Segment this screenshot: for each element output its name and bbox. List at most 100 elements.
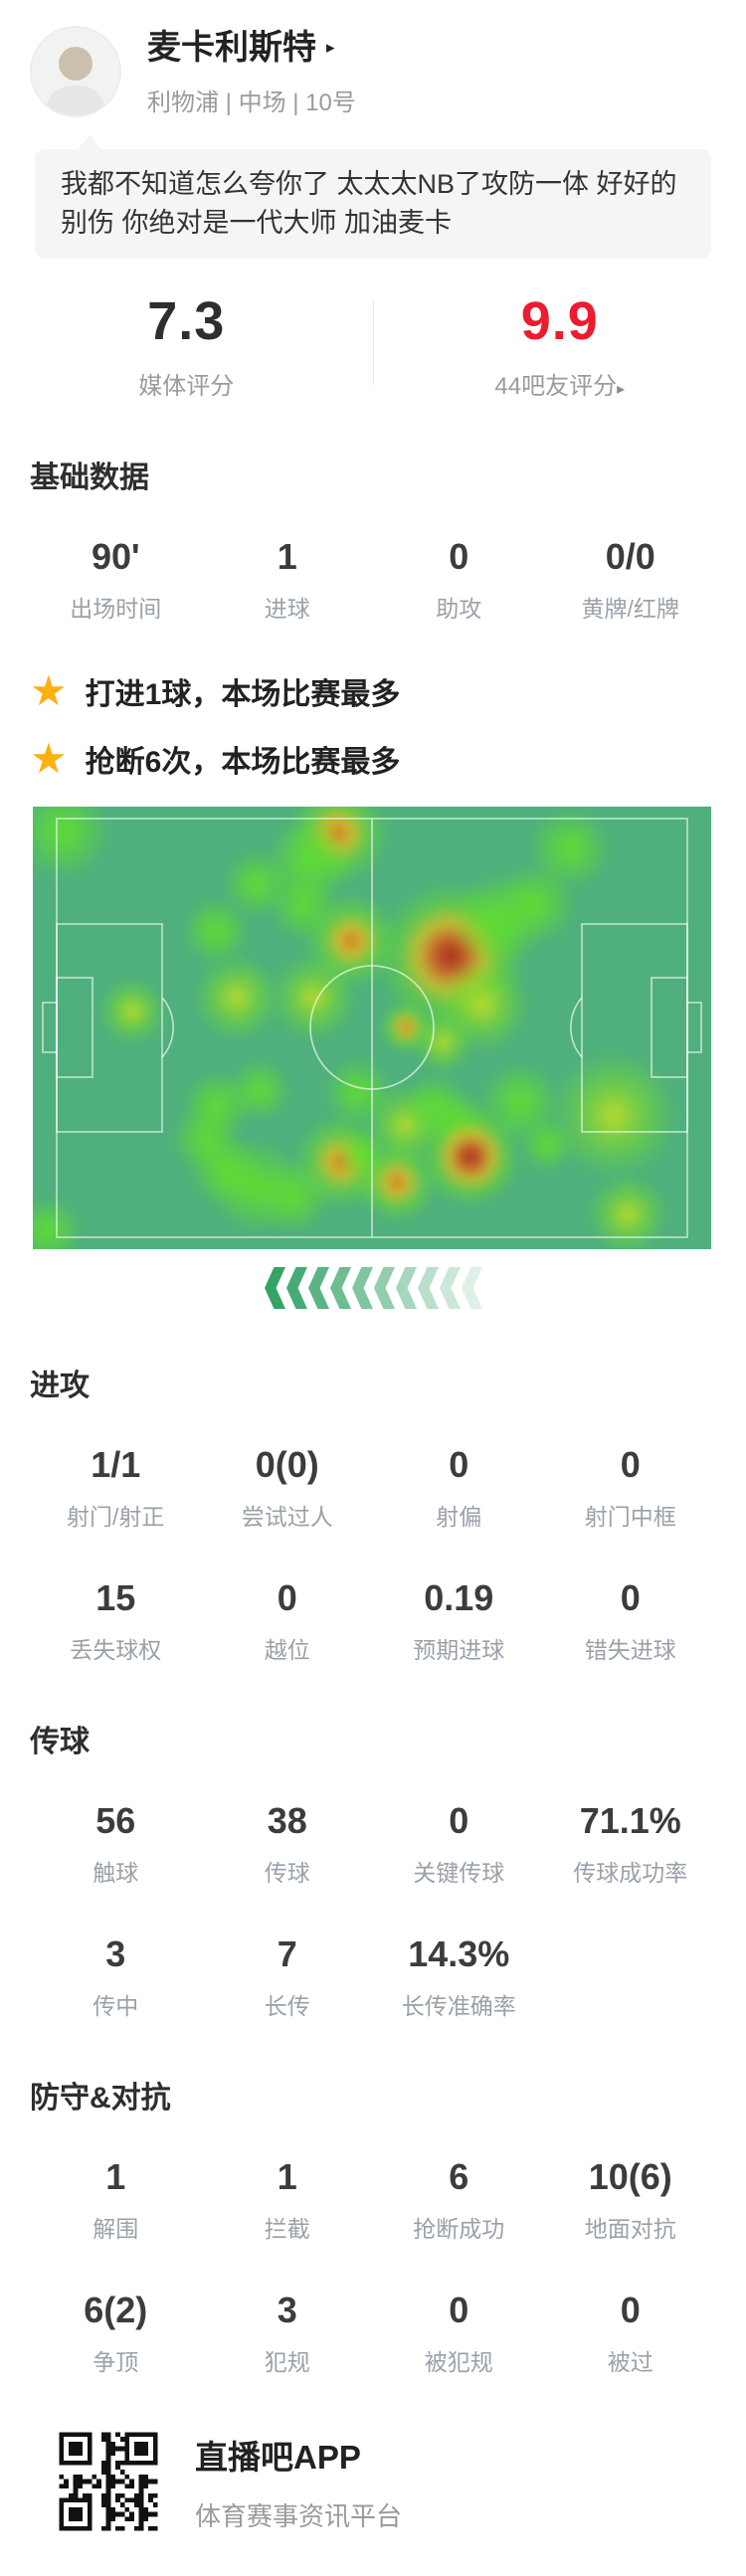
player-header: 麦卡利斯特 ▸ 利物浦 | 中场 | 10号 (0, 0, 746, 117)
qr-module (101, 2526, 106, 2531)
name-expand-arrow-icon[interactable]: ▸ (326, 38, 335, 58)
qr-module (106, 2461, 111, 2466)
stat-label: 解围 (30, 2210, 202, 2244)
qr-module (115, 2447, 120, 2452)
stat-cell: 90' 出场时间 (30, 536, 202, 624)
qr-module (101, 2498, 106, 2503)
stat-value: 90' (30, 536, 202, 578)
stat-value: 0 (545, 1577, 717, 1619)
qr-module (129, 2480, 134, 2484)
qr-module (106, 2432, 111, 2437)
qr-module (69, 2442, 83, 2456)
player-avatar (30, 26, 121, 117)
qr-module (125, 2484, 130, 2488)
section-basic-title: 基础数据 (30, 453, 716, 496)
qr-module (106, 2493, 111, 2498)
section-passing-title: 传球 (30, 1717, 716, 1760)
qr-module (143, 2480, 148, 2484)
qr-module (139, 2526, 144, 2531)
qr-module (106, 2526, 111, 2531)
qr-module (101, 2465, 106, 2470)
qr-module (106, 2516, 111, 2521)
player-name: 麦卡利斯特 (147, 28, 316, 69)
stat-label: 预期进球 (373, 1631, 545, 1665)
fans-rating-link[interactable]: 44吧友评分▸ (374, 366, 746, 401)
qr-module (120, 2512, 125, 2517)
stat-value: 6(2) (30, 2290, 202, 2331)
qr-module (106, 2451, 111, 2456)
stat-value: 0.19 (373, 1577, 545, 1619)
stat-label: 关键传球 (373, 1854, 545, 1888)
stat-label: 越位 (202, 1631, 374, 1665)
chevron-left-icon (396, 1267, 417, 1309)
stat-value: 0 (373, 1444, 545, 1486)
fans-rating-value: 9.9 (374, 290, 746, 352)
qr-module (129, 2498, 134, 2503)
highlight-row: ★ 打进1球，本场比赛最多 (30, 669, 716, 713)
qr-module (101, 2502, 106, 2507)
stat-cell: 71.1%传球成功率 (545, 1800, 717, 1888)
qr-module (120, 2502, 125, 2507)
qr-module (148, 2512, 153, 2517)
stat-label: 出场时间 (30, 590, 202, 624)
qr-module (153, 2526, 158, 2531)
chevron-left-icon (418, 1267, 439, 1309)
qr-module (139, 2507, 144, 2512)
player-name-row[interactable]: 麦卡利斯特 ▸ (147, 28, 356, 69)
stat-value: 56 (30, 1800, 202, 1842)
stat-cell: 0 错失进球 (545, 1577, 717, 1665)
stat-label: 长传准确率 (373, 1987, 545, 2021)
qr-module (153, 2512, 158, 2517)
qr-module (125, 2516, 130, 2521)
qr-module (110, 2484, 115, 2488)
stat-label: 黄牌/红牌 (545, 590, 717, 624)
qr-module (139, 2493, 144, 2498)
star-icon: ★ (30, 670, 68, 712)
qr-module (106, 2437, 111, 2442)
qr-module (88, 2493, 93, 2498)
qr-module (120, 2447, 125, 2452)
qr-module (148, 2493, 153, 2498)
qr-module (69, 2507, 83, 2521)
stat-value: 0 (545, 1444, 717, 1486)
qr-module (134, 2526, 139, 2531)
qr-module (59, 2475, 64, 2480)
qr-module (83, 2480, 88, 2484)
highlight-text: 打进1球，本场比赛最多 (86, 669, 401, 713)
stat-label: 错失进球 (545, 1631, 717, 1665)
qr-module (139, 2521, 144, 2526)
heat-blob-y (270, 954, 357, 1041)
section-attack-title: 进攻 (30, 1361, 716, 1404)
qr-module (110, 2475, 115, 2480)
stat-value: 0 (373, 536, 545, 578)
attack-direction-chevrons (0, 1267, 746, 1309)
qr-module (106, 2480, 111, 2484)
qr-module (148, 2526, 153, 2531)
qr-module (110, 2442, 115, 2447)
heat-blob-y (98, 978, 166, 1045)
qr-module (64, 2480, 69, 2484)
section-defense-title: 防守&对抗 (30, 2073, 716, 2116)
player-header-text: 麦卡利斯特 ▸ 利物浦 | 中场 | 10号 (147, 26, 356, 117)
qr-module (110, 2512, 115, 2517)
qr-module (139, 2475, 144, 2480)
qr-module (69, 2493, 74, 2498)
qr-module (125, 2507, 130, 2512)
qr-module (106, 2484, 111, 2488)
qr-module (92, 2484, 96, 2488)
star-icon: ★ (30, 738, 68, 780)
qr-module (139, 2484, 144, 2488)
stat-value (545, 1933, 717, 1973)
qr-module (101, 2470, 106, 2475)
qr-module (120, 2526, 125, 2531)
